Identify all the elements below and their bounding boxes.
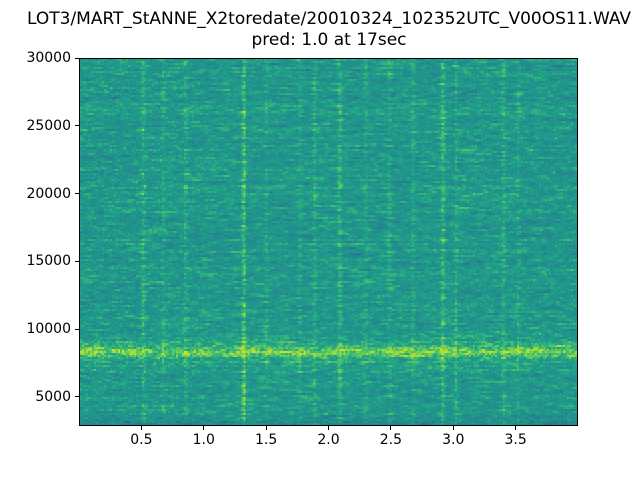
x-tick-mark [203, 426, 205, 430]
x-tick-label: 2.0 [317, 432, 340, 448]
y-tick-mark [75, 193, 79, 195]
x-tick-mark [452, 426, 454, 430]
plot-title: LOT3/MART_StANNE_X2toredate/20010324_102… [27, 9, 631, 29]
x-tick-label: 1.0 [192, 432, 215, 448]
y-tick-mark [75, 328, 79, 330]
x-tick-label: 1.5 [254, 432, 278, 448]
y-tick-mark [75, 260, 79, 262]
x-tick-label: 3.0 [442, 432, 465, 448]
figure-title-block: LOT3/MART_StANNE_X2toredate/20010324_102… [9, 9, 640, 51]
y-tick-mark [75, 396, 79, 398]
x-tick-mark [140, 426, 142, 430]
x-tick-label: 2.5 [379, 432, 402, 448]
y-tick-mark [75, 125, 79, 127]
y-tick-label: 25000 [26, 117, 71, 134]
y-tick-label: 20000 [26, 185, 71, 202]
y-tick-label: 10000 [26, 321, 71, 338]
y-tick-label: 30000 [26, 50, 71, 66]
x-tick-mark [515, 426, 517, 430]
x-tick-label: 3.5 [504, 432, 527, 448]
axes-border [79, 58, 578, 426]
spectrogram-image [80, 59, 577, 425]
y-tick-label: 5000 [35, 388, 71, 405]
y-tick-label: 15000 [26, 253, 71, 270]
plot-subtitle: pred: 1.0 at 17sec [251, 30, 407, 50]
x-tick-mark [265, 426, 267, 430]
y-tick-mark [75, 57, 79, 59]
x-tick-label: 0.5 [130, 432, 153, 448]
x-tick-mark [328, 426, 329, 430]
x-tick-mark [390, 426, 392, 430]
